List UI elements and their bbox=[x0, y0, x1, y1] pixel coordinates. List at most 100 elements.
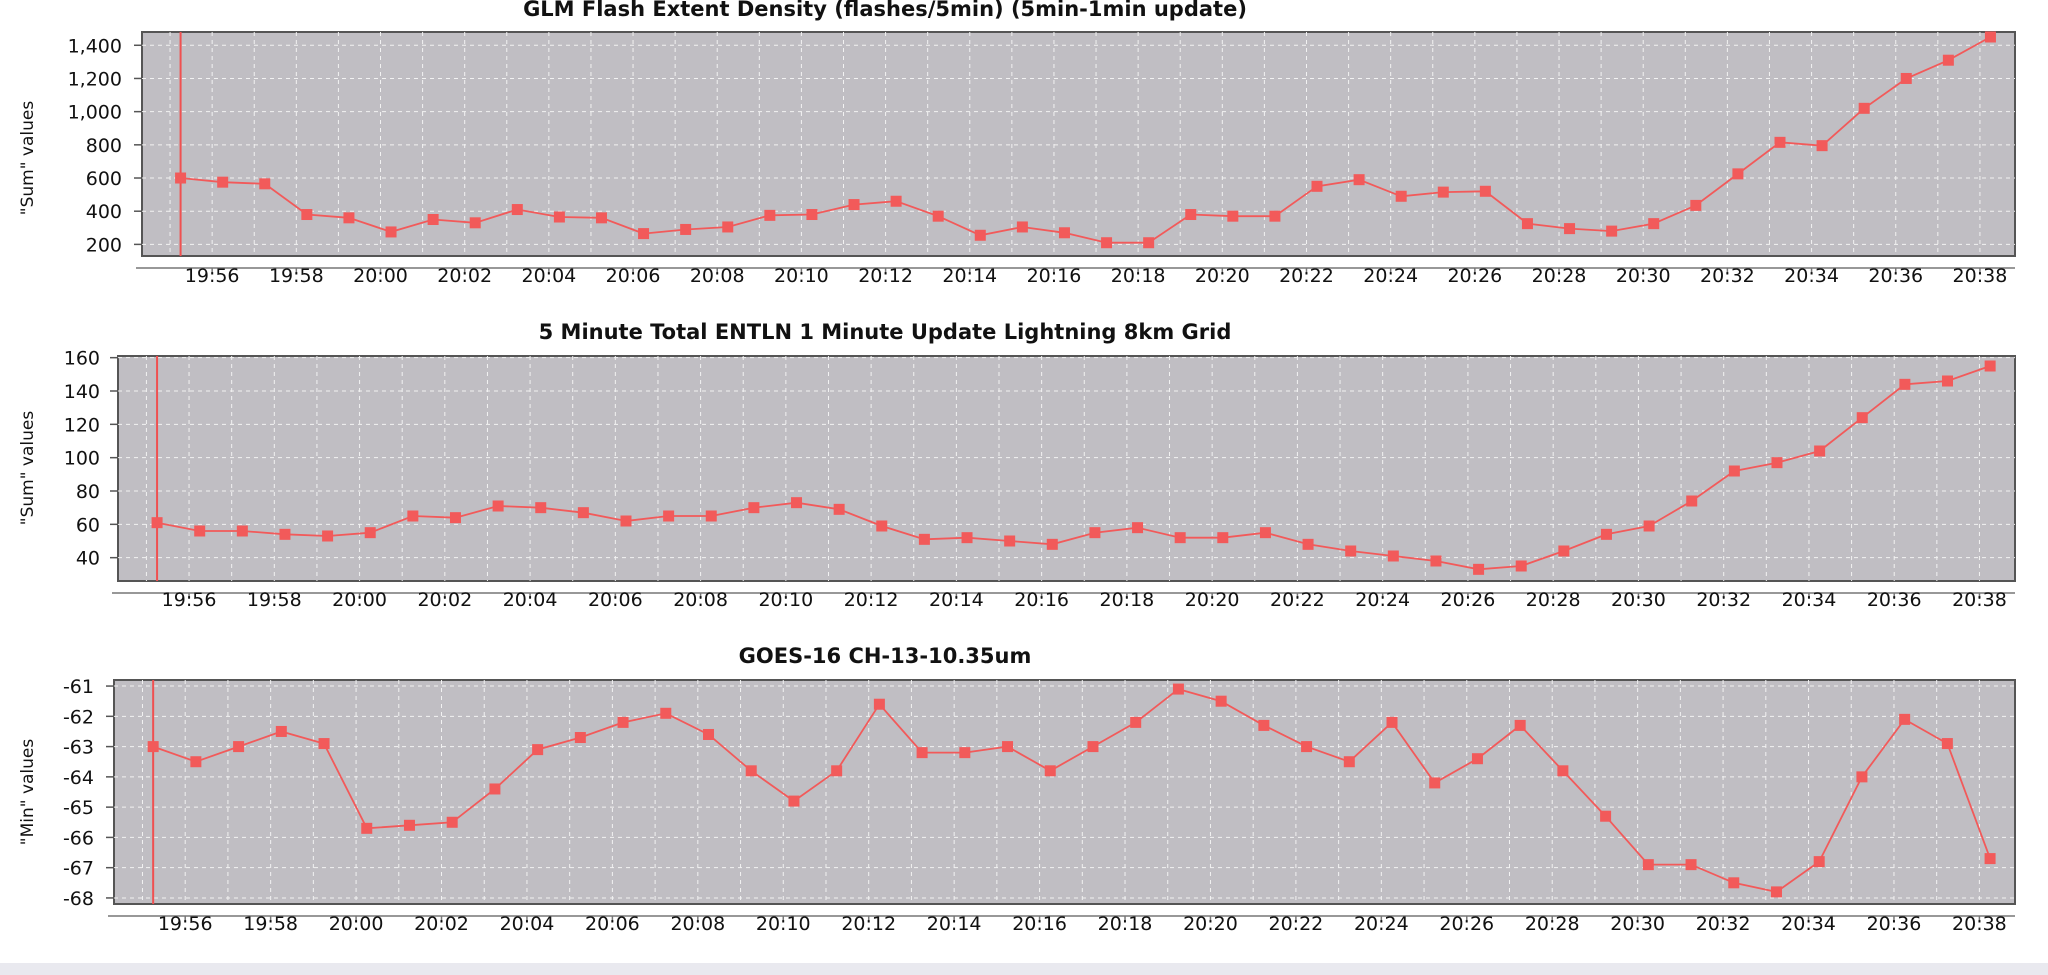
data-point[interactable] bbox=[1771, 457, 1783, 469]
data-point[interactable] bbox=[1301, 741, 1313, 753]
data-point[interactable] bbox=[1002, 741, 1014, 753]
data-point[interactable] bbox=[1101, 237, 1113, 249]
data-point[interactable] bbox=[175, 172, 187, 184]
data-point[interactable] bbox=[959, 747, 971, 759]
data-point[interactable] bbox=[918, 533, 930, 545]
data-point[interactable] bbox=[1395, 190, 1407, 202]
data-point[interactable] bbox=[361, 822, 373, 834]
data-point[interactable] bbox=[660, 707, 672, 719]
data-point[interactable] bbox=[1774, 136, 1786, 148]
data-point[interactable] bbox=[1732, 168, 1744, 180]
data-point[interactable] bbox=[1185, 209, 1197, 221]
data-point[interactable] bbox=[831, 765, 843, 777]
data-point[interactable] bbox=[806, 209, 818, 221]
data-point[interactable] bbox=[1302, 538, 1314, 550]
data-point[interactable] bbox=[1215, 695, 1227, 707]
data-point[interactable] bbox=[1899, 378, 1911, 390]
data-point[interactable] bbox=[1514, 719, 1526, 731]
data-point[interactable] bbox=[748, 502, 760, 514]
data-point[interactable] bbox=[1728, 877, 1740, 889]
data-point[interactable] bbox=[217, 176, 229, 188]
data-point[interactable] bbox=[1816, 140, 1828, 152]
data-point[interactable] bbox=[1942, 375, 1954, 387]
data-point[interactable] bbox=[1386, 716, 1398, 728]
data-point[interactable] bbox=[1429, 777, 1441, 789]
data-point[interactable] bbox=[1858, 102, 1870, 114]
data-point[interactable] bbox=[1770, 886, 1782, 898]
data-point[interactable] bbox=[1899, 713, 1911, 725]
data-point[interactable] bbox=[1471, 753, 1483, 765]
data-point[interactable] bbox=[1004, 535, 1016, 547]
data-point[interactable] bbox=[469, 217, 481, 229]
data-point[interactable] bbox=[532, 744, 544, 756]
data-point[interactable] bbox=[194, 525, 206, 537]
data-point[interactable] bbox=[1690, 199, 1702, 211]
data-point[interactable] bbox=[190, 756, 202, 768]
data-point[interactable] bbox=[745, 765, 757, 777]
data-point[interactable] bbox=[449, 512, 461, 524]
data-point[interactable] bbox=[535, 502, 547, 514]
data-point[interactable] bbox=[275, 725, 287, 737]
data-point[interactable] bbox=[1984, 853, 1996, 865]
data-point[interactable] bbox=[1437, 186, 1449, 198]
data-point[interactable] bbox=[974, 229, 986, 241]
data-point[interactable] bbox=[1606, 225, 1618, 237]
data-point[interactable] bbox=[236, 525, 248, 537]
data-point[interactable] bbox=[427, 213, 439, 225]
data-point[interactable] bbox=[1430, 555, 1442, 567]
data-point[interactable] bbox=[259, 178, 271, 190]
data-point[interactable] bbox=[1473, 563, 1485, 575]
data-point[interactable] bbox=[1648, 218, 1660, 230]
data-point[interactable] bbox=[1044, 765, 1056, 777]
data-point[interactable] bbox=[916, 747, 928, 759]
data-point[interactable] bbox=[1814, 445, 1826, 457]
data-point[interactable] bbox=[301, 209, 313, 221]
data-point[interactable] bbox=[1353, 174, 1365, 186]
data-point[interactable] bbox=[1087, 741, 1099, 753]
data-point[interactable] bbox=[1600, 528, 1612, 540]
data-point[interactable] bbox=[1942, 54, 1954, 66]
data-point[interactable] bbox=[703, 728, 715, 740]
data-point[interactable] bbox=[1728, 465, 1740, 477]
data-point[interactable] bbox=[1856, 771, 1868, 783]
data-point[interactable] bbox=[663, 510, 675, 522]
data-point[interactable] bbox=[1387, 550, 1399, 562]
data-point[interactable] bbox=[511, 204, 523, 216]
data-point[interactable] bbox=[364, 527, 376, 539]
data-point[interactable] bbox=[1311, 180, 1323, 192]
data-point[interactable] bbox=[1984, 360, 1996, 372]
data-point[interactable] bbox=[492, 500, 504, 512]
data-point[interactable] bbox=[577, 507, 589, 519]
data-point[interactable] bbox=[407, 510, 419, 522]
data-point[interactable] bbox=[403, 819, 415, 831]
data-point[interactable] bbox=[1479, 185, 1491, 197]
data-point[interactable] bbox=[1515, 560, 1527, 572]
data-point[interactable] bbox=[1089, 527, 1101, 539]
data-point[interactable] bbox=[1557, 765, 1569, 777]
data-point[interactable] bbox=[876, 520, 888, 532]
data-point[interactable] bbox=[791, 497, 803, 509]
data-point[interactable] bbox=[1685, 859, 1697, 871]
data-point[interactable] bbox=[279, 528, 291, 540]
data-point[interactable] bbox=[1564, 223, 1576, 235]
data-point[interactable] bbox=[1941, 738, 1953, 750]
data-point[interactable] bbox=[1227, 210, 1239, 222]
data-point[interactable] bbox=[1058, 227, 1070, 239]
data-point[interactable] bbox=[961, 532, 973, 544]
data-point[interactable] bbox=[1642, 859, 1654, 871]
data-point[interactable] bbox=[1258, 719, 1270, 731]
data-point[interactable] bbox=[873, 698, 885, 710]
data-point[interactable] bbox=[1521, 218, 1533, 230]
data-point[interactable] bbox=[1900, 72, 1912, 84]
data-point[interactable] bbox=[788, 795, 800, 807]
data-point[interactable] bbox=[1143, 237, 1155, 249]
data-point[interactable] bbox=[833, 503, 845, 515]
data-point[interactable] bbox=[680, 223, 692, 235]
data-point[interactable] bbox=[932, 210, 944, 222]
data-point[interactable] bbox=[620, 515, 632, 527]
data-point[interactable] bbox=[1856, 412, 1868, 424]
data-point[interactable] bbox=[722, 221, 734, 233]
data-point[interactable] bbox=[1132, 522, 1144, 534]
data-point[interactable] bbox=[446, 816, 458, 828]
data-point[interactable] bbox=[1558, 545, 1570, 557]
